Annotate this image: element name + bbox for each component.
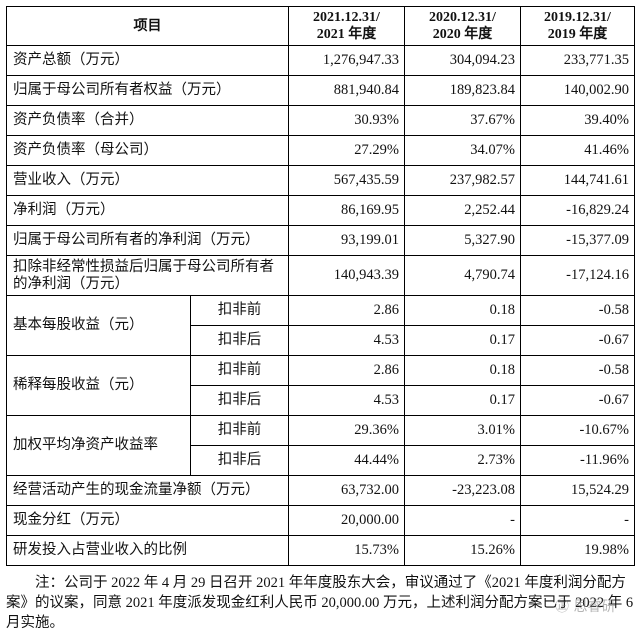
cell-2020: 189,823.84: [404, 75, 521, 106]
table-row: 营业收入（万元） 567,435.59 237,982.57 144,741.61: [6, 165, 635, 196]
cell-2019: -15,377.09: [520, 225, 635, 256]
header-2020: 2020.12.31/2020 年度: [404, 6, 521, 46]
cell-2019: -0.67: [520, 325, 635, 356]
group-label: 加权平均净资产收益率: [6, 415, 191, 476]
cell-2020: 15.26%: [404, 535, 521, 566]
row-label: 营业收入（万元）: [6, 165, 289, 196]
cell-2019: 15,524.29: [520, 475, 635, 506]
table-row: 基本每股收益（元） 扣非前 2.86 0.18 -0.58: [6, 295, 635, 356]
financial-summary: 项目 2021.12.31/2021 年度 2020.12.31/2020 年度…: [6, 6, 635, 566]
row-label: 扣除非经常性损益后归属于母公司所有者的净利润（万元）: [6, 255, 289, 296]
sub-label: 扣非前: [190, 295, 289, 326]
sub-label: 扣非前: [190, 355, 289, 386]
table-row: 净利润（万元） 86,169.95 2,252.44 -16,829.24: [6, 195, 635, 226]
cell-2021: 44.44%: [288, 445, 405, 476]
cell-2021: 86,169.95: [288, 195, 405, 226]
cell-2020: 2,252.44: [404, 195, 521, 226]
cell-2020: 0.18: [404, 355, 521, 386]
sub-label: 扣非后: [190, 385, 289, 416]
cell-2019: 39.40%: [520, 105, 635, 136]
cell-2020: 0.17: [404, 325, 521, 356]
cell-2020: 0.17: [404, 385, 521, 416]
cell-2021: 20,000.00: [288, 505, 405, 536]
cell-2019: -: [520, 505, 635, 536]
table-row: 扣非后 44.44% 2.73% -11.96%: [7, 445, 635, 476]
cell-2020: 3.01%: [404, 415, 521, 446]
cell-2021: 881,940.84: [288, 75, 405, 106]
sub-label: 扣非后: [190, 445, 289, 476]
table-row: 扣除非经常性损益后归属于母公司所有者的净利润（万元） 140,943.39 4,79…: [6, 255, 635, 296]
footnote: 注：公司于 2022 年 4 月 29 日召开 2021 年年度股东大会，审议通…: [6, 575, 634, 631]
cell-2019: 140,002.90: [520, 75, 635, 106]
cell-2021: 93,199.01: [288, 225, 405, 256]
cell-2021: 27.29%: [288, 135, 405, 166]
row-label: 净利润（万元）: [6, 195, 289, 226]
table-row: 资产负债率（合并） 30.93% 37.67% 39.40%: [6, 105, 635, 136]
cell-2021: 15.73%: [288, 535, 405, 566]
cell-2020: -: [404, 505, 521, 536]
cell-2021: 29.36%: [288, 415, 405, 446]
table-row: 归属于母公司所有者权益（万元） 881,940.84 189,823.84 140,0…: [6, 75, 635, 106]
cell-2020: 4,790.74: [404, 255, 521, 296]
table-row: 经营活动产生的现金流量净额（万元） 63,732.00 -23,223.08 15,5…: [6, 475, 635, 506]
cell-2019: -0.58: [520, 355, 635, 386]
row-label: 经营活动产生的现金流量净额（万元）: [6, 475, 289, 506]
row-label: 研发投入占营业收入的比例: [6, 535, 289, 566]
row-label: 现金分红（万元）: [6, 505, 289, 536]
cell-2020: 237,982.57: [404, 165, 521, 196]
row-label: 归属于母公司所有者的净利润（万元）: [6, 225, 289, 256]
cell-2021: 2.86: [288, 295, 405, 326]
cell-2019: -16,829.24: [520, 195, 635, 226]
cell-2019: 144,741.61: [520, 165, 635, 196]
cell-2021: 4.53: [288, 325, 405, 356]
cell-2020: 34.07%: [404, 135, 521, 166]
cell-2019: 19.98%: [520, 535, 635, 566]
group-label: 稀释每股收益（元）: [6, 355, 191, 416]
header-item: 项目: [6, 6, 289, 46]
watermark-logo: ㊣ 思睿研: [555, 599, 616, 615]
table-row: 加权平均净资产收益率 扣非前 29.36% 3.01% -10.67%: [6, 415, 635, 476]
table-row: 研发投入占营业收入的比例 15.73% 15.26% 19.98%: [6, 535, 635, 566]
table-row: 资产总额（万元） 1,276,947.33 304,094.23 233,771.35: [6, 45, 635, 76]
cell-2020: 5,327.90: [404, 225, 521, 256]
cell-2021: 4.53: [288, 385, 405, 416]
group-label: 基本每股收益（元）: [6, 295, 191, 356]
table-row: 资产负债率（母公司） 27.29% 34.07% 41.46%: [6, 135, 635, 166]
cell-2019: -0.67: [520, 385, 635, 416]
row-label: 资产负债率（母公司）: [6, 135, 289, 166]
cell-2019: -0.58: [520, 295, 635, 326]
cell-2020: 37.67%: [404, 105, 521, 136]
cell-2021: 1,276,947.33: [288, 45, 405, 76]
cell-2019: -17,124.16: [520, 255, 635, 296]
cell-2021: 30.93%: [288, 105, 405, 136]
table-row: 稀释每股收益（元） 扣非前 2.86 0.18 -0.58: [6, 355, 635, 416]
table-row: 现金分红（万元） 20,000.00- -: [6, 505, 635, 536]
cell-2020: -23,223.08: [404, 475, 521, 506]
cell-2020: 304,094.23: [404, 45, 521, 76]
cell-2019: 233,771.35: [520, 45, 635, 76]
cell-2021: 63,732.00: [288, 475, 405, 506]
cell-2021: 567,435.59: [288, 165, 405, 196]
header-2021: 2021.12.31/2021 年度: [288, 6, 405, 46]
cell-2019: -11.96%: [520, 445, 635, 476]
financial-table: 项目 2021.12.31/2021 年度 2020.12.31/2020 年度…: [6, 6, 635, 566]
sub-label: 扣非前: [190, 415, 289, 446]
header-row: 项目 2021.12.31/2021 年度 2020.12.31/2020 年度…: [6, 6, 635, 46]
header-2019: 2019.12.31/2019 年度: [520, 6, 635, 46]
row-label: 归属于母公司所有者权益（万元）: [6, 75, 289, 106]
table-row: 扣非后 4.53 0.17 -0.67: [7, 385, 635, 416]
table-row: 归属于母公司所有者的净利润（万元） 93,199.01 5,327.90 -15,37…: [6, 225, 635, 256]
row-label: 资产总额（万元）: [6, 45, 289, 76]
cell-2021: 2.86: [288, 355, 405, 386]
sub-label: 扣非后: [190, 325, 289, 356]
cell-2020: 2.73%: [404, 445, 521, 476]
cell-2021: 140,943.39: [288, 255, 405, 296]
row-label: 资产负债率（合并）: [6, 105, 289, 136]
cell-2019: 41.46%: [520, 135, 635, 166]
cell-2019: -10.67%: [520, 415, 635, 446]
table-row: 扣非后 4.53 0.17 -0.67: [7, 325, 635, 356]
cell-2020: 0.18: [404, 295, 521, 326]
